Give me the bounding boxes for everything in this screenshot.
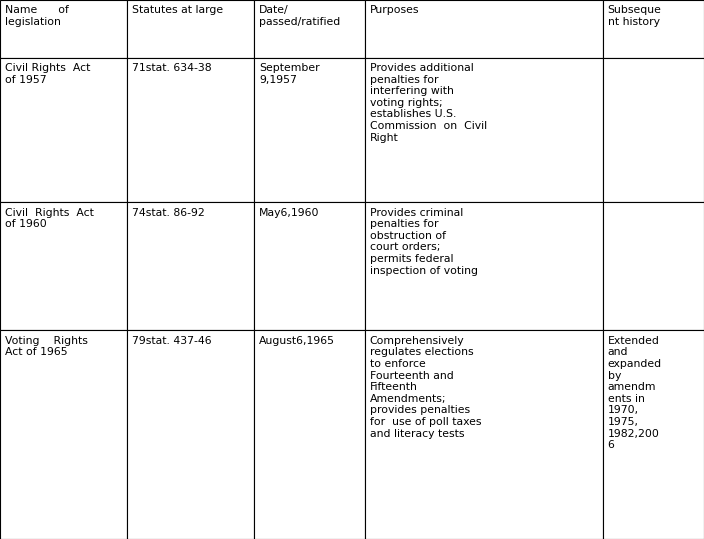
Text: Provides additional
penalties for
interfering with
voting rights;
establishes U.: Provides additional penalties for interf… — [370, 63, 486, 143]
Text: Provides criminal
penalties for
obstruction of
court orders;
permits federal
ins: Provides criminal penalties for obstruct… — [370, 208, 478, 275]
Text: August6,1965: August6,1965 — [259, 336, 335, 346]
Bar — [603, 58, 704, 202]
Text: 71stat. 634-38: 71stat. 634-38 — [132, 63, 212, 73]
Text: May6,1960: May6,1960 — [259, 208, 320, 218]
Bar — [0, 58, 127, 202]
Text: Date/
passed/ratified: Date/ passed/ratified — [259, 5, 340, 27]
Bar — [365, 330, 603, 539]
Bar — [0, 330, 127, 539]
Bar — [365, 0, 603, 58]
Bar — [603, 330, 704, 539]
Text: Subseque
nt history: Subseque nt history — [608, 5, 662, 27]
Text: Name      of
legislation: Name of legislation — [5, 5, 69, 27]
Bar — [254, 330, 365, 539]
Text: Voting    Rights
Act of 1965: Voting Rights Act of 1965 — [5, 336, 88, 357]
Text: 74stat. 86-92: 74stat. 86-92 — [132, 208, 205, 218]
Text: Comprehensively
regulates elections
to enforce
Fourteenth and
Fifteenth
Amendmen: Comprehensively regulates elections to e… — [370, 336, 481, 439]
Bar — [254, 58, 365, 202]
Bar — [0, 0, 127, 58]
Bar — [127, 0, 254, 58]
Text: Civil Rights  Act
of 1957: Civil Rights Act of 1957 — [5, 63, 90, 85]
Text: 79stat. 437-46: 79stat. 437-46 — [132, 336, 212, 346]
Bar — [365, 58, 603, 202]
Text: Extended
and
expanded
by
amendm
ents in
1970,
1975,
1982,200
6: Extended and expanded by amendm ents in … — [608, 336, 662, 450]
Bar — [603, 202, 704, 330]
Bar — [0, 202, 127, 330]
Text: Statutes at large: Statutes at large — [132, 5, 223, 16]
Bar — [127, 58, 254, 202]
Bar — [254, 0, 365, 58]
Bar — [254, 202, 365, 330]
Bar — [127, 330, 254, 539]
Text: Civil  Rights  Act
of 1960: Civil Rights Act of 1960 — [5, 208, 94, 229]
Text: September
9,1957: September 9,1957 — [259, 63, 320, 85]
Text: Purposes: Purposes — [370, 5, 419, 16]
Bar — [365, 202, 603, 330]
Bar — [127, 202, 254, 330]
Bar — [603, 0, 704, 58]
